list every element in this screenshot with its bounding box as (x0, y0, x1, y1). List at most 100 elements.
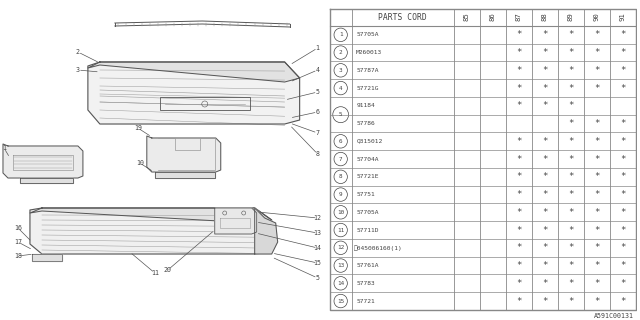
Text: *: * (568, 155, 573, 164)
Text: *: * (516, 172, 522, 181)
Text: *: * (516, 84, 522, 92)
Text: 1: 1 (339, 32, 342, 37)
Text: 10: 10 (136, 160, 144, 166)
Text: 86: 86 (490, 12, 495, 21)
Text: *: * (594, 190, 600, 199)
Text: *: * (620, 84, 625, 92)
Text: *: * (620, 261, 625, 270)
Text: *: * (594, 261, 600, 270)
Bar (160, 97, 250, 110)
Text: 57721E: 57721E (356, 174, 379, 179)
Text: *: * (620, 30, 625, 39)
Text: *: * (542, 137, 547, 146)
Text: 1: 1 (316, 45, 319, 51)
Text: *: * (620, 48, 625, 57)
Text: *: * (568, 119, 573, 128)
Text: *: * (568, 261, 573, 270)
Text: 19: 19 (134, 125, 142, 131)
Text: *: * (542, 172, 547, 181)
Text: *: * (516, 137, 522, 146)
Text: *: * (620, 190, 625, 199)
Text: 10: 10 (337, 210, 344, 215)
Text: *: * (542, 48, 547, 57)
Text: *: * (516, 297, 522, 306)
Text: 14: 14 (314, 245, 322, 251)
Text: *: * (542, 279, 547, 288)
Text: 57705A: 57705A (356, 32, 379, 37)
Text: 57721: 57721 (356, 299, 375, 304)
Text: *: * (568, 279, 573, 288)
Text: *: * (568, 172, 573, 181)
Text: *: * (594, 279, 600, 288)
Text: *: * (542, 226, 547, 235)
Text: *: * (568, 243, 573, 252)
Text: *: * (568, 66, 573, 75)
Text: 57704A: 57704A (356, 156, 379, 162)
Text: 57786: 57786 (356, 121, 375, 126)
Text: 91184: 91184 (356, 103, 375, 108)
Text: *: * (594, 84, 600, 92)
Text: *: * (568, 297, 573, 306)
Text: 9: 9 (339, 192, 342, 197)
Text: 1: 1 (2, 145, 6, 151)
Text: PARTS CORD: PARTS CORD (378, 13, 427, 22)
Polygon shape (32, 254, 62, 261)
Text: *: * (542, 208, 547, 217)
Text: 3: 3 (76, 67, 80, 73)
Text: 8: 8 (339, 174, 342, 179)
Text: *: * (568, 226, 573, 235)
Polygon shape (88, 62, 300, 82)
Text: 18: 18 (14, 253, 22, 259)
Text: 57787A: 57787A (356, 68, 379, 73)
Text: *: * (620, 119, 625, 128)
Text: *: * (620, 137, 625, 146)
Polygon shape (155, 172, 215, 178)
Polygon shape (30, 208, 271, 223)
Text: *: * (620, 172, 625, 181)
Text: Ⓢ045006160(1): Ⓢ045006160(1) (354, 245, 403, 251)
Text: 88: 88 (541, 12, 548, 21)
Text: 87: 87 (516, 12, 522, 21)
Text: *: * (620, 226, 625, 235)
Text: *: * (594, 172, 600, 181)
Polygon shape (215, 208, 257, 234)
Text: *: * (542, 84, 547, 92)
Text: 90: 90 (594, 12, 600, 21)
Text: *: * (594, 137, 600, 146)
Text: *: * (594, 48, 600, 57)
Text: *: * (568, 137, 573, 146)
Text: 2: 2 (339, 50, 342, 55)
Text: *: * (542, 66, 547, 75)
Text: 89: 89 (568, 12, 573, 21)
Text: 5: 5 (316, 275, 319, 281)
Polygon shape (30, 208, 271, 254)
Text: *: * (516, 261, 522, 270)
Text: 57783: 57783 (356, 281, 375, 286)
Text: *: * (568, 101, 573, 110)
Text: *: * (516, 208, 522, 217)
Text: 17: 17 (14, 239, 22, 245)
Text: *: * (594, 226, 600, 235)
Text: 15: 15 (314, 260, 322, 266)
Polygon shape (147, 136, 221, 172)
Text: *: * (568, 190, 573, 199)
Text: *: * (542, 101, 547, 110)
Text: *: * (594, 119, 600, 128)
Text: *: * (594, 208, 600, 217)
Text: 3: 3 (339, 68, 342, 73)
Text: *: * (594, 297, 600, 306)
Text: Q315012: Q315012 (356, 139, 382, 144)
Text: *: * (568, 30, 573, 39)
Polygon shape (20, 178, 73, 183)
Text: *: * (542, 155, 547, 164)
Text: 91: 91 (620, 12, 626, 21)
Text: 57751: 57751 (356, 192, 375, 197)
Text: *: * (620, 279, 625, 288)
Text: *: * (516, 66, 522, 75)
Text: 57761A: 57761A (356, 263, 379, 268)
Text: *: * (516, 30, 522, 39)
Text: 13: 13 (337, 263, 344, 268)
Text: *: * (594, 155, 600, 164)
Text: *: * (516, 48, 522, 57)
Text: 7: 7 (339, 156, 342, 162)
